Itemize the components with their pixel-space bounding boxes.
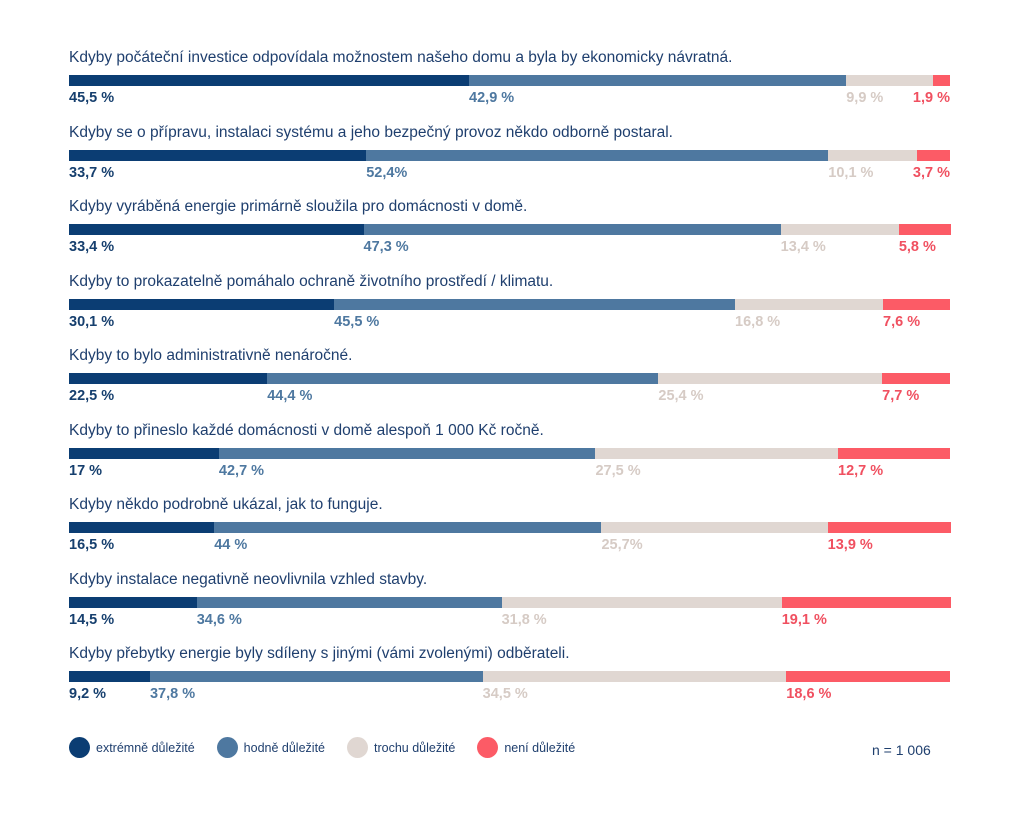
value-label-extremely-important: 45,5 % (69, 90, 115, 106)
value-label-very-important: 52,4% (366, 164, 408, 181)
bar-segment-not-important (898, 224, 951, 235)
legend-swatch-very-important (216, 737, 238, 758)
bar-segment-extremely-important (69, 75, 470, 86)
bar-segment-very-important (214, 522, 603, 533)
bar-segment-very-important (469, 75, 848, 86)
bar-segment-extremely-important (69, 522, 215, 533)
legend-swatch-not-important (477, 737, 499, 758)
value-label-somewhat-important: 9,9 % (846, 90, 884, 106)
value-label-very-important: 47,3 % (363, 239, 409, 255)
question-label: Kdyby počáteční investice odpovídala mož… (69, 49, 733, 66)
bar-segment-extremely-important (69, 149, 367, 161)
bar-segment-somewhat-important (601, 522, 829, 533)
bar-segment-very-important (363, 224, 782, 235)
sample-size-label: n = 1 006 (872, 742, 931, 758)
legend-label: není důležité (504, 740, 576, 755)
bar-segment-somewhat-important (501, 596, 783, 608)
legend-item-somewhat-important: trochu důležité (347, 737, 455, 758)
bar-segment-extremely-important (69, 298, 335, 310)
bar-segment-not-important (933, 75, 951, 86)
value-label-extremely-important: 14,5 % (69, 611, 115, 628)
value-label-extremely-important: 16,5 % (69, 537, 115, 553)
value-label-very-important: 44,4 % (267, 388, 313, 404)
value-label-extremely-important: 22,5 % (69, 388, 115, 404)
bar-segment-very-important (196, 596, 502, 608)
question-label: Kdyby to přineslo každé domácnosti v dom… (69, 421, 544, 439)
value-label-extremely-important: 17 % (69, 462, 103, 479)
value-label-not-important: 12,7 % (838, 462, 884, 479)
value-label-very-important: 42,7 % (218, 462, 265, 479)
question-label: Kdyby to bylo administrativně nenáročné. (69, 347, 353, 364)
value-label-somewhat-important: 27,5 % (595, 462, 641, 479)
question-label: Kdyby se o přípravu, instalaci systému a… (69, 123, 673, 141)
bar-segment-very-important (334, 298, 736, 310)
bar-segment-very-important (218, 447, 596, 459)
bar-segment-somewhat-important (846, 75, 935, 86)
question-label: Kdyby přebytky energie byly sdíleny s ji… (69, 645, 570, 662)
bar-segment-somewhat-important (658, 373, 883, 384)
value-label-very-important: 42,9 % (469, 90, 515, 106)
bar-segment-extremely-important (69, 596, 197, 608)
value-label-not-important: 5,8 % (898, 239, 936, 255)
legend-item-extremely-important: extrémně důležité (69, 737, 195, 758)
value-label-extremely-important: 9,2 % (69, 686, 107, 702)
bar-segment-very-important (149, 671, 483, 682)
bar-segment-not-important (883, 298, 951, 310)
value-label-somewhat-important: 31,8 % (501, 611, 547, 628)
bar-segment-somewhat-important (828, 149, 919, 161)
value-label-not-important: 18,6 % (786, 686, 832, 702)
question-label: Kdyby to prokazatelně pomáhalo ochraně ž… (69, 272, 554, 290)
value-label-somewhat-important: 34,5 % (482, 686, 528, 702)
legend-item-not-important: není důležité (477, 737, 575, 758)
bar-segment-not-important (882, 373, 951, 384)
value-label-very-important: 44 % (214, 537, 248, 553)
value-label-extremely-important: 33,4 % (69, 239, 115, 255)
legend-swatch-somewhat-important (347, 737, 368, 758)
question-label: Kdyby instalace negativně neovlivnila vz… (69, 570, 428, 588)
bar-segment-somewhat-important (482, 671, 787, 682)
bar-segment-extremely-important (69, 373, 268, 384)
bar-segment-extremely-important (69, 224, 364, 235)
value-label-not-important: 3,7 % (912, 164, 950, 181)
value-label-not-important: 19,1 % (781, 611, 827, 628)
legend-label: trochu důležité (374, 740, 456, 755)
bar-segment-extremely-important (69, 671, 150, 682)
value-label-somewhat-important: 10,1 % (828, 164, 874, 181)
bar-segment-very-important (267, 373, 660, 384)
bar-segment-very-important (366, 149, 830, 161)
question-label: Kdyby někdo podrobně ukázal, jak to fung… (69, 496, 383, 513)
bar-segment-somewhat-important (735, 298, 885, 310)
bar-segment-somewhat-important (595, 447, 839, 459)
value-label-very-important: 34,6 % (196, 611, 242, 628)
value-label-extremely-important: 33,7 % (69, 164, 115, 181)
legend-item-very-important: hodně důležité (216, 737, 325, 758)
bar-segment-somewhat-important (780, 224, 900, 235)
legend-label: extrémně důležité (96, 740, 195, 755)
bar-segment-not-important (838, 447, 950, 459)
bar-segment-not-important (917, 149, 951, 161)
legend-swatch-extremely-important (69, 737, 90, 758)
value-label-somewhat-important: 25,4 % (658, 388, 704, 404)
value-label-not-important: 7,6 % (883, 313, 921, 330)
legend-label: hodně důležité (243, 740, 325, 755)
legend: extrémně důležité hodně důležité trochu … (69, 737, 597, 758)
bar-segment-not-important (786, 671, 951, 682)
value-label-not-important: 13,9 % (827, 537, 873, 553)
value-label-not-important: 7,7 % (882, 388, 920, 404)
value-label-somewhat-important: 13,4 % (780, 239, 826, 255)
value-label-not-important: 1,9 % (912, 90, 950, 106)
value-label-extremely-important: 30,1 % (69, 313, 115, 330)
bar-segment-extremely-important (69, 447, 219, 459)
value-label-somewhat-important: 16,8 % (735, 313, 781, 330)
question-label: Kdyby vyráběná energie primárně sloužila… (69, 198, 528, 215)
bar-segment-not-important (827, 522, 951, 533)
value-label-very-important: 45,5 % (334, 313, 380, 330)
bar-segment-not-important (781, 596, 951, 608)
value-label-very-important: 37,8 % (149, 686, 196, 702)
value-label-somewhat-important: 25,7% (601, 537, 643, 553)
